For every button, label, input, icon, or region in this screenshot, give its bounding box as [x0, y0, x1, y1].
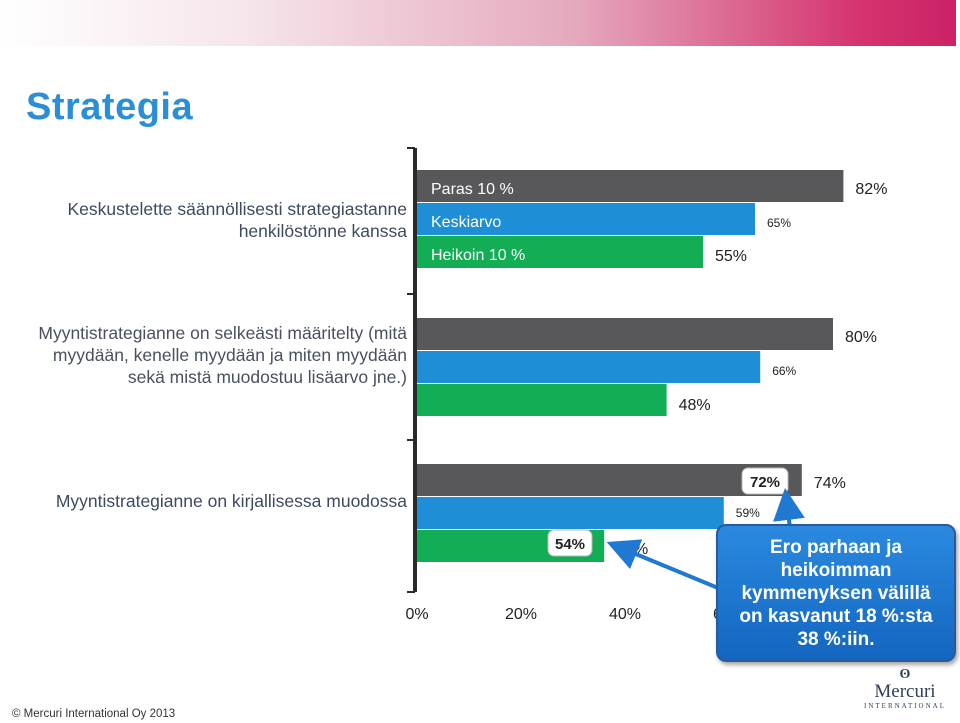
logo-mark-icon: ʘ	[899, 667, 911, 682]
legend-heikoin: Heikoin 10 %	[431, 247, 525, 264]
copyright-text: © Mercuri International Oy 2013	[12, 708, 176, 720]
callout-box: Ero parhaan ja heikoimman kymmenyksen vä…	[716, 524, 956, 662]
annotation-label-2: 72%	[750, 474, 780, 491]
x-tick-1: 20%	[505, 606, 537, 623]
x-tick-2: 40%	[609, 606, 641, 623]
value-label-3-1: 74%	[814, 475, 846, 492]
value-label-1-1: 82%	[855, 181, 887, 198]
bar-2-heikoin	[417, 384, 667, 416]
logo-sub: INTERNATIONAL	[864, 702, 946, 710]
legend-paras: Paras 10 %	[431, 181, 514, 198]
value-label-2-1: 80%	[845, 329, 877, 346]
bar-3-paras	[417, 464, 802, 496]
bar-3-keskiarvo	[417, 497, 724, 529]
logo-name: Mercuri	[874, 681, 936, 702]
callout-arrow-2	[773, 488, 805, 529]
annotation-badge-2	[741, 467, 789, 495]
value-label-3-2: 59%	[736, 506, 760, 520]
bar-1-paras	[417, 170, 844, 202]
value-label-1-3: 55%	[715, 248, 747, 265]
value-label-2-2: 66%	[772, 364, 796, 378]
annotation-badge-1	[547, 529, 593, 557]
value-label-2-3: 48%	[679, 397, 711, 414]
category-label-3: Myyntistrategianne on kirjallisessa muod…	[55, 491, 407, 511]
bar-2-paras	[417, 318, 833, 350]
value-label-1-2: 65%	[767, 216, 791, 230]
category-label-1: Keskustelette säännöllisesti strategiast…	[67, 199, 407, 241]
annotation-label-1: 54%	[555, 536, 585, 553]
legend-keskiarvo: Keskiarvo	[431, 214, 501, 231]
header-gradient-band	[0, 0, 956, 46]
bar-2-keskiarvo	[417, 351, 761, 383]
bar-1-keskiarvo	[417, 203, 755, 235]
x-tick-0: 0%	[405, 606, 428, 623]
slide-title: Strategia	[26, 86, 194, 128]
bar-1-heikoin	[417, 236, 703, 268]
mercuri-logo: ʘ Mercuri INTERNATIONAL	[860, 668, 950, 720]
category-label-2: Myyntistrategianne on selkeästi määritel…	[38, 323, 407, 387]
callout-arrow-1	[606, 539, 736, 597]
